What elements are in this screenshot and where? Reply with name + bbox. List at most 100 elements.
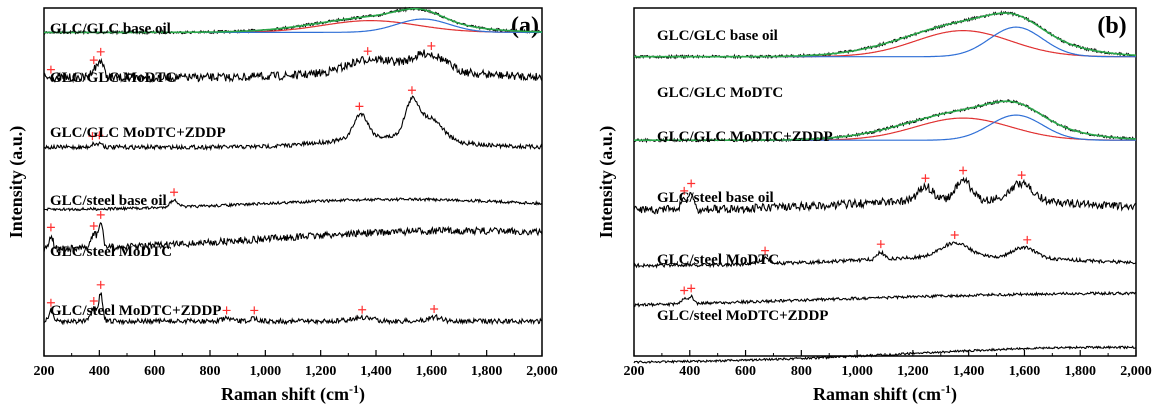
spectrum-line: [633, 345, 1136, 365]
fit-envelope: [634, 100, 1136, 141]
peak-marker: [1023, 235, 1032, 244]
peak-marker: [46, 65, 55, 74]
series-5: GLC/steel MoDTC: [633, 252, 1137, 308]
x-tick-label: 600: [144, 364, 165, 379]
x-tick-label: 1,400: [953, 364, 985, 379]
series-3: GLC/GLC MoDTC+ZDDP: [633, 129, 1137, 215]
series-1: GLC/GLC base oil: [43, 6, 543, 37]
peak-marker: [407, 86, 416, 95]
x-axis-label-text: Raman shift (cm: [221, 384, 349, 405]
spectrum-line: [43, 95, 543, 152]
trace-label: GLC/GLC MoDTC: [657, 85, 783, 101]
series-4: GLC/steel base oil: [633, 190, 1137, 269]
spectrum-line: [633, 290, 1137, 308]
peak-marker: [89, 221, 98, 230]
x-tick-label: 1,400: [360, 364, 392, 379]
y-axis-label: Intensity (a.u.): [596, 126, 617, 239]
trace-label: GLC/GLC base oil: [657, 28, 778, 44]
trace-label: GLC/GLC MoDTC: [50, 70, 176, 86]
trace-label: GLC/GLC base oil: [50, 21, 171, 37]
x-tick-label: 1,000: [250, 364, 282, 379]
y-axis-label: Intensity (a.u.): [6, 126, 27, 239]
peak-marker: [921, 174, 930, 183]
spectrum-line: [43, 222, 543, 254]
peak-marker: [427, 41, 436, 50]
peak-marker: [96, 280, 105, 289]
peak-marker: [222, 306, 231, 315]
x-tick-label: 2,000: [1120, 364, 1152, 379]
x-tick-label: 200: [624, 364, 645, 379]
series-2: GLC/GLC MoDTC: [633, 85, 1137, 144]
peak-marker: [46, 223, 55, 232]
x-tick-label: 1,800: [471, 364, 503, 379]
trace-label: GLC/GLC MoDTC+ZDDP: [657, 129, 833, 145]
peak-marker: [355, 102, 364, 111]
fit-envelope: [44, 7, 542, 34]
peak-marker: [89, 296, 98, 305]
x-axis-label: Raman shift (cm-1): [221, 382, 365, 405]
spectrum-line: [633, 176, 1137, 215]
peak-marker: [250, 306, 259, 315]
x-axis-label-sup: -1: [941, 382, 951, 396]
x-tick-label: 1,000: [841, 364, 873, 379]
peak-marker: [96, 47, 105, 56]
peak-marker: [687, 284, 696, 293]
peak-marker: [46, 298, 55, 307]
x-tick-label: 2,000: [526, 364, 558, 379]
trace-label: GLC/steel MoDTC+ZDDP: [50, 303, 221, 319]
trace-label: GLC/GLC MoDTC+ZDDP: [50, 125, 226, 141]
series-1: GLC/GLC base oil: [633, 10, 1137, 60]
x-tick-label: 1,800: [1064, 364, 1096, 379]
fit-envelope: [634, 12, 1137, 58]
peak-marker: [687, 179, 696, 188]
trace-label: GLC/steel MoDTC: [50, 244, 172, 260]
series-2: GLC/GLC MoDTC: [43, 41, 543, 86]
peak-marker: [959, 166, 968, 175]
trace-label: GLC/steel base oil: [657, 190, 774, 206]
panel-label: (a): [511, 13, 539, 39]
peak-marker: [89, 56, 98, 65]
series-3: GLC/GLC MoDTC+ZDDP: [43, 86, 543, 152]
peak-marker: [680, 186, 689, 195]
series-4: GLC/steel base oil: [43, 188, 543, 212]
x-tick-label: 1,200: [897, 364, 929, 379]
peak-marker: [363, 47, 372, 56]
series-6: GLC/steel MoDTC+ZDDP: [633, 308, 1136, 365]
peak-marker: [88, 132, 97, 141]
x-axis-label-text: Raman shift (cm: [813, 384, 941, 405]
trace-label: GLC/steel MoDTC: [657, 252, 779, 268]
peak-marker: [876, 240, 885, 249]
panel-a: 200 400 600 800 1,000 1,200 1,400 1,600 1,800 2,0…: [6, 6, 558, 405]
trace-label: GLC/steel MoDTC+ZDDP: [657, 308, 828, 324]
peak-marker: [761, 246, 770, 255]
x-axis-label-end: ): [359, 384, 365, 405]
peak-marker: [430, 305, 439, 314]
peak-marker: [358, 305, 367, 314]
x-tick-label: 400: [89, 364, 110, 379]
peak-marker: [950, 230, 959, 239]
x-tick-label: 200: [34, 364, 55, 379]
series-5: GLC/steel MoDTC: [43, 210, 543, 260]
x-axis-label-sup: -1: [349, 382, 359, 396]
spectrum-line: [43, 49, 543, 84]
x-tick-label: 400: [679, 364, 700, 379]
series-6: GLC/steel MoDTC+ZDDP: [43, 280, 543, 326]
spectrum-line: [633, 241, 1137, 269]
x-tick-label: 800: [791, 364, 812, 379]
peak-marker: [680, 286, 689, 295]
spectrum-line: [43, 196, 543, 212]
peak-marker: [95, 131, 104, 140]
peak-marker: [1017, 171, 1026, 180]
x-axis-label: Raman shift (cm-1): [813, 382, 957, 405]
peak-marker: [96, 210, 105, 219]
peak-marker: [170, 188, 179, 197]
trace-label: GLC/steel base oil: [50, 193, 167, 209]
x-axis-label-end: ): [951, 384, 957, 405]
panel-label: (b): [1097, 13, 1126, 39]
panel-b: 200 400 600 800 1,000 1,200 1,400 1,600 1,800 2,0…: [596, 7, 1152, 405]
x-tick-label: 800: [200, 364, 221, 379]
spectrum-line: [43, 292, 543, 326]
x-tick-label: 600: [735, 364, 756, 379]
x-tick-label: 1,600: [416, 364, 448, 379]
